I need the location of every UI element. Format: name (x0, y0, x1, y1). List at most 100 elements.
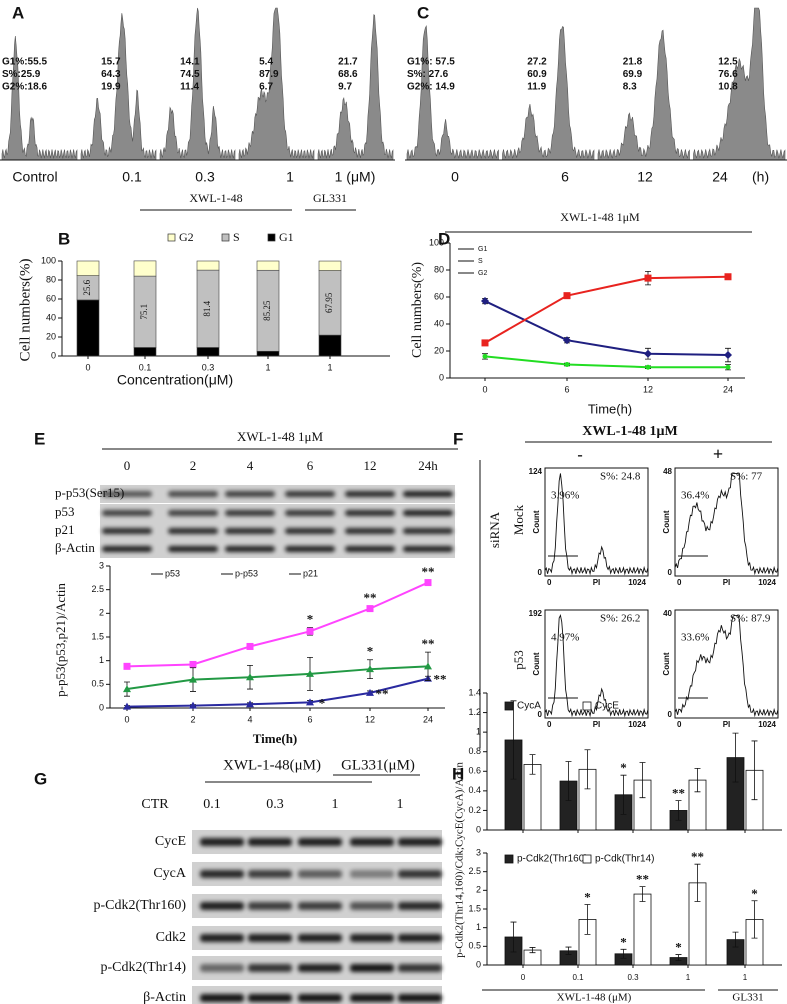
y-tick-label: 1 (476, 727, 481, 737)
marker (645, 364, 651, 370)
band (102, 491, 152, 497)
y-tick-label: 100 (429, 237, 444, 247)
legend-label: p-Cdk(Thr14) (595, 854, 654, 865)
x-tick-label: 0.3 (202, 362, 215, 372)
x-tick-label: 12 (365, 714, 375, 724)
y-axis-title: Count (662, 510, 671, 533)
panel-title: XWL-1-48 1μM (582, 424, 677, 439)
y-tick-label: 3 (476, 847, 481, 857)
x-tick-label: 0 (451, 169, 459, 185)
error-bar (584, 904, 591, 935)
error-bar (694, 767, 701, 793)
phase-percent: G1%:55.5 (2, 57, 47, 68)
y-tick-label: 1.4 (468, 687, 481, 697)
error-bar (675, 800, 682, 821)
lane-label: 0.1 (203, 797, 221, 812)
marker (123, 685, 131, 693)
value-label: 81.4 (202, 300, 212, 316)
error-bar (732, 931, 739, 948)
x-tick-label: 0.1 (122, 169, 142, 185)
x-tick-label: 1024 (628, 720, 646, 729)
lane-label: 4 (247, 458, 254, 473)
value-label: 75.1 (139, 304, 149, 320)
marker (644, 274, 652, 282)
band (248, 902, 292, 910)
legend-swatch (221, 233, 230, 242)
phase-percent: 21.7 (338, 57, 358, 68)
x-tick-label: 6 (564, 384, 569, 394)
legend-label: G1 (279, 230, 294, 244)
histogram (1, 36, 78, 161)
histogram (544, 614, 649, 718)
x-tick-label: Control (12, 169, 57, 185)
phase-percent: 64.3 (101, 69, 121, 80)
error-bar (732, 732, 739, 783)
y-tick-label: 0 (538, 710, 543, 719)
x-tick-label: 1024 (758, 578, 776, 587)
significance-label: * (620, 760, 627, 775)
blot-strip (100, 504, 455, 522)
bar-segment (318, 260, 342, 271)
bar-segment (133, 347, 157, 357)
row-label: p53 (511, 650, 526, 670)
x-tick-label: 0.1 (572, 973, 584, 982)
band (403, 546, 453, 552)
histogram (406, 24, 499, 161)
significance-label: ** (691, 849, 704, 864)
lane-label: 6 (307, 458, 314, 473)
x-tick-label: 0.3 (195, 169, 215, 185)
legend-swatch (504, 701, 514, 711)
line (126, 665, 429, 691)
gate-label: 4.97% (551, 632, 579, 644)
line (484, 300, 729, 357)
band (200, 870, 244, 878)
lane-label: 0 (124, 458, 131, 473)
x-tick-label: 1 (μM) (335, 169, 376, 185)
band (398, 870, 442, 878)
y-tick-label: 60 (434, 291, 444, 301)
band (168, 491, 218, 497)
error-bar (694, 863, 701, 902)
error-bar (751, 740, 758, 801)
significance-label: * (367, 644, 374, 659)
band (102, 528, 152, 534)
histogram (502, 26, 595, 161)
y-tick-label: 0 (668, 568, 673, 577)
marker (366, 688, 374, 696)
legend-label: CycE (595, 701, 619, 712)
band (350, 994, 394, 1002)
marker (189, 660, 197, 668)
marker (189, 675, 197, 683)
row-label: p21 (55, 522, 75, 537)
band (200, 964, 244, 972)
band (168, 546, 218, 552)
x-tick-label: 0 (677, 720, 682, 729)
line (126, 581, 429, 668)
error-bar (620, 948, 627, 959)
marker (482, 353, 488, 359)
significance-label: * (751, 886, 758, 901)
phase-percent: 74.5 (180, 69, 200, 80)
lane-label: 0.3 (266, 797, 284, 812)
band (200, 934, 244, 942)
lane-label: 2 (190, 458, 197, 473)
line (126, 677, 429, 708)
y-tick-label: 0 (476, 824, 481, 834)
legend-label: S (478, 258, 483, 265)
row-label: Mock (511, 504, 526, 535)
panel-label: C (417, 3, 429, 22)
band (285, 546, 335, 552)
y-tick-label: 48 (663, 467, 672, 476)
panel-label: G (34, 769, 47, 788)
band (248, 870, 292, 878)
lane-label: 24h (418, 458, 438, 473)
bar-segment (318, 334, 342, 357)
histogram (544, 473, 649, 576)
band (398, 838, 442, 846)
y-tick-label: 40 (46, 312, 56, 322)
y-tick-label: 2.5 (468, 866, 481, 876)
group-label: GL331 (732, 992, 763, 1004)
row-label: p-Cdk2(Thr14) (100, 960, 186, 975)
phase-percent: 11.9 (527, 82, 546, 93)
histogram (238, 7, 315, 161)
